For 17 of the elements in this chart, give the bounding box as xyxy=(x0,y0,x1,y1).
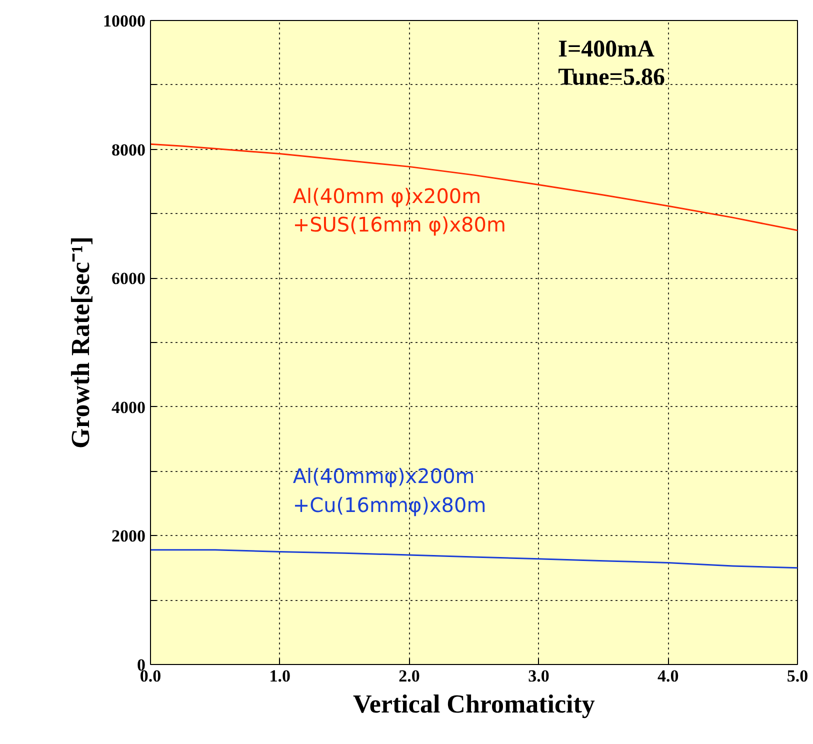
y-tick-label: 10000 xyxy=(103,12,146,30)
annotation: I=400mA xyxy=(558,36,656,62)
y-tick-label: 8000 xyxy=(112,140,146,160)
annotation: Tune=5.86 xyxy=(558,64,665,90)
series-label: Al(40mm φ)x200m +SUS(16mm φ)x80m xyxy=(292,184,506,237)
x-tick-label: 1.0 xyxy=(269,666,291,686)
x-tick-label: 4.0 xyxy=(657,666,679,686)
y-tick-label: 4000 xyxy=(112,398,146,417)
x-axis-title: Vertical Chromaticity xyxy=(353,690,595,718)
line-series xyxy=(150,549,798,569)
x-tick-label: 5.0 xyxy=(786,666,808,686)
x-tick-label: 3.0 xyxy=(528,666,550,686)
y-axis-title: Growth Rate[sec⁻¹] xyxy=(66,236,95,448)
x-tick-label: 2.0 xyxy=(398,666,420,686)
series-label: Al(40mmφ)x200m +Cu(16mmφ)x80m xyxy=(292,464,486,517)
y-tick-label: 2000 xyxy=(112,526,146,546)
y-tick-label: 6000 xyxy=(112,269,146,288)
